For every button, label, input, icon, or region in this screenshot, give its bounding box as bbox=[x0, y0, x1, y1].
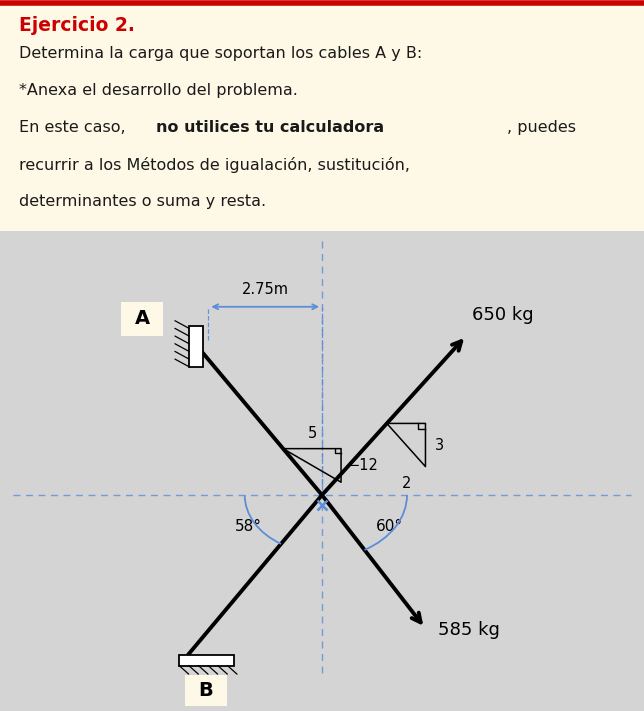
Text: 3: 3 bbox=[435, 437, 444, 452]
Bar bbox=[189, 326, 204, 367]
Bar bbox=[179, 655, 234, 665]
Text: 2.75m: 2.75m bbox=[242, 282, 289, 297]
Text: 58°: 58° bbox=[234, 519, 261, 534]
Text: −12: −12 bbox=[348, 458, 379, 473]
Text: A: A bbox=[135, 309, 149, 328]
Text: 2: 2 bbox=[401, 476, 411, 491]
Text: 60°: 60° bbox=[376, 519, 403, 534]
Text: En este caso,: En este caso, bbox=[19, 120, 131, 135]
Text: 5: 5 bbox=[307, 427, 317, 442]
Text: recurrir a los Métodos de igualación, sustitución,: recurrir a los Métodos de igualación, su… bbox=[19, 157, 410, 173]
Text: , puedes: , puedes bbox=[507, 120, 576, 135]
FancyBboxPatch shape bbox=[185, 675, 227, 706]
Text: Determina la carga que soportan los cables A y B:: Determina la carga que soportan los cabl… bbox=[19, 46, 422, 61]
Text: B: B bbox=[199, 681, 213, 700]
FancyBboxPatch shape bbox=[122, 302, 164, 336]
Text: no utilices tu calculadora: no utilices tu calculadora bbox=[156, 120, 384, 135]
Text: 650 kg: 650 kg bbox=[473, 306, 534, 324]
Text: 585 kg: 585 kg bbox=[438, 621, 500, 639]
Text: *Anexa el desarrollo del problema.: *Anexa el desarrollo del problema. bbox=[19, 83, 298, 98]
Text: determinantes o suma y resta.: determinantes o suma y resta. bbox=[19, 194, 267, 209]
Text: Ejercicio 2.: Ejercicio 2. bbox=[19, 16, 135, 35]
